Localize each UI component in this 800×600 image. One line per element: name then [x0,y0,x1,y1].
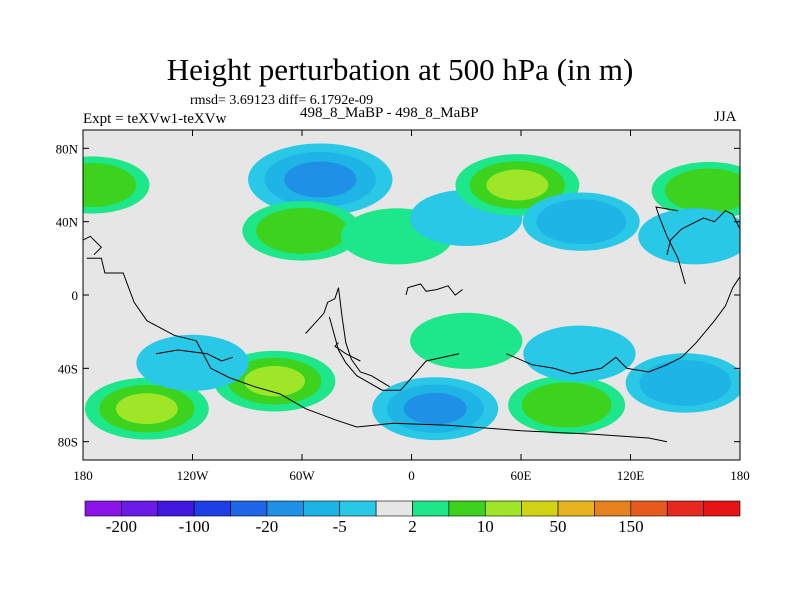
colorbar-label: -20 [256,517,279,536]
colorbar-box [666,500,704,517]
contour-level [115,393,178,425]
contour-level [521,382,612,428]
contour-level [410,312,523,369]
x-tick-label: 60E [511,468,532,483]
y-tick-label: 80S [58,435,78,450]
anomaly-cell [410,312,523,369]
contour-level [639,360,732,406]
colorbar-box [121,500,159,517]
contour-level [256,207,348,254]
colorbar-label: 150 [618,517,644,536]
contour-level [536,199,627,245]
colorbar-box [266,500,304,517]
coastline [155,349,233,362]
x-tick-label: 120E [617,468,645,483]
map-area [82,129,741,461]
colorbar-box [84,500,122,517]
colorbar-label: -100 [179,517,210,536]
anomaly-cell [242,201,362,261]
anomaly-cell [83,156,150,214]
stats-label: rmsd= 3.69123 diff= 6.1792e-09 [190,93,374,108]
anomaly-cell [522,192,640,251]
experiment-label: Expt = teXVw1-teXVw [83,111,227,127]
x-tick-label: 180 [730,468,750,483]
colorbar-box [557,500,595,517]
colorbar-label: 50 [550,517,567,536]
contour-level [83,163,137,207]
colorbar: -200 -100 -20 -5 2 10 50 150 [84,500,741,536]
colorbar-label: -200 [106,517,137,536]
colorbar-box [521,500,559,517]
y-tick-label: 40S [58,361,78,376]
contour-level [244,366,306,397]
anomaly-cell [508,375,626,435]
colorbar-box [193,500,231,517]
contour-level [523,325,636,382]
colorbar-box [484,500,522,517]
coastline [305,287,390,388]
contour-level [284,161,357,198]
colorbar-box [157,500,195,517]
x-tick-label: 180 [73,468,93,483]
anomaly-cell [523,325,636,382]
colorbar-label: 2 [408,517,417,536]
contour-level [638,208,740,265]
y-tick-label: 40N [56,215,79,230]
season-label: JJA [714,109,737,125]
anomaly-cell [625,353,740,413]
anomaly-cell [372,377,499,441]
contour-level [136,334,249,391]
x-tick-label: 0 [408,468,415,483]
colorbar-box [448,500,486,517]
x-tick-label: 60W [289,468,315,483]
anomaly-cell [248,143,393,216]
coastline [405,283,463,296]
coastline [83,235,103,256]
chart-title: Height perturbation at 500 hPa (in m) [166,52,634,87]
x-tick-label: 120W [177,468,210,483]
coastline [328,316,460,391]
colorbar-box [303,500,341,517]
colorbar-label: 10 [477,517,494,536]
coastlines [83,206,740,443]
axes: 180 120W 60W 0 60E 120E 180 80N 40N 0 40S 80S [56,130,750,483]
anomaly-cell [136,334,249,391]
coastline [506,276,740,375]
colorbar-box [630,500,668,517]
coastline [655,206,686,285]
colorbar-box [375,500,413,517]
y-tick-label: 0 [72,288,79,303]
colorbar-box [703,500,741,517]
colorbar-box [594,500,632,517]
colorbar-box [412,500,450,517]
anomaly-cell [651,161,740,220]
anomaly-cell [213,350,336,412]
y-tick-label: 80N [56,141,79,156]
anomaly-cell [638,208,740,265]
contour-level [486,169,549,201]
colorbar-box [339,500,377,517]
colorbar-box [230,500,268,517]
colorbar-label: -5 [333,517,347,536]
case-label: 498_8_MaBP - 498_8_MaBP [300,105,479,121]
coastline [666,210,740,255]
anomaly-cell [84,377,209,440]
contour-field [83,143,740,441]
contour-level [403,392,467,425]
coastline [334,342,361,362]
coastline [86,257,668,443]
contour-level [664,168,740,213]
